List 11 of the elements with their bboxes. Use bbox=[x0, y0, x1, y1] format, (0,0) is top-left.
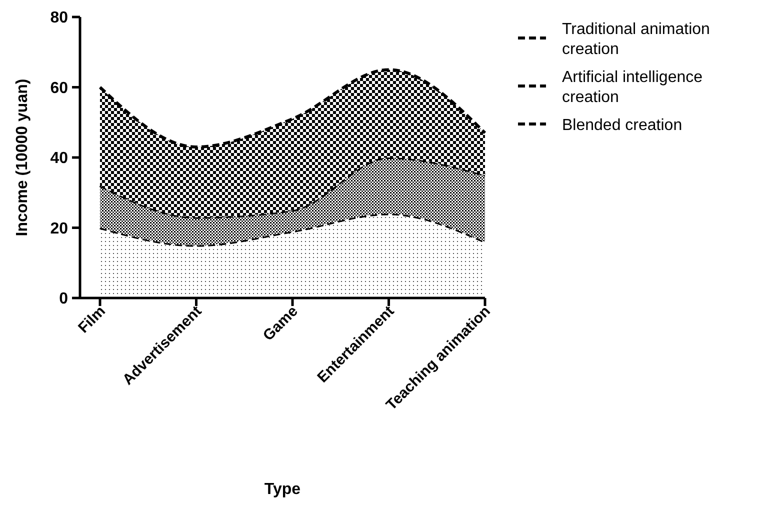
y-tick-label: 80 bbox=[50, 10, 68, 27]
x-tick-label: Film bbox=[75, 302, 109, 337]
legend-label: Traditional animation creation bbox=[562, 21, 710, 58]
y-tick-label: 20 bbox=[50, 220, 68, 238]
legend-label: Blended creation bbox=[562, 117, 682, 134]
legend-label: Artificial intelligence creation bbox=[562, 69, 703, 106]
x-axis-title: Type bbox=[264, 481, 301, 498]
y-tick-label: 60 bbox=[50, 80, 68, 97]
y-axis-title: Income (10000 yuan) bbox=[14, 78, 31, 236]
y-tick-label: 0 bbox=[59, 290, 68, 308]
y-tick-label: 40 bbox=[50, 150, 68, 168]
